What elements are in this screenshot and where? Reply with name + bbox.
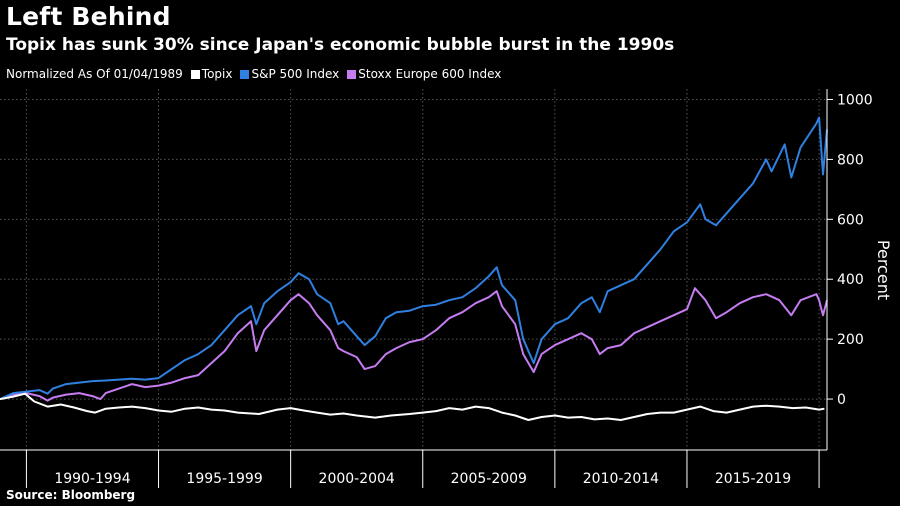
normalization-note: Normalized As Of 01/04/1989	[6, 67, 183, 81]
y-tick-label-0: 0	[837, 392, 846, 408]
series-line-s-p-500-index	[0, 116, 828, 401]
x-tick-label-2000-2004: 2000-2004	[319, 471, 395, 487]
y-tick-label-1000: 1000	[837, 92, 873, 108]
y-tick-label-800: 800	[837, 152, 864, 168]
x-tick-label-2005-2009: 2005-2009	[451, 471, 527, 487]
axis-layer: 0 200 400 600 800 1000 1990-1994 1995-1999 2000-…	[0, 89, 873, 488]
legend-label-stoxx: Stoxx Europe 600 Index	[358, 67, 502, 81]
chart-title: Left Behind	[6, 2, 171, 31]
legend-label-topix: Topix	[201, 67, 233, 81]
grid-layer	[0, 89, 827, 450]
series-line-stoxx-europe-600-index	[0, 287, 828, 402]
x-tick-label-1990-1994: 1990-1994	[54, 471, 130, 487]
x-tick-label-1995-1999: 1995-1999	[186, 471, 262, 487]
legend-label-sp500: S&P 500 Index	[251, 67, 340, 81]
y-tick-label-600: 600	[837, 212, 864, 228]
source-note: Source: Bloomberg	[6, 488, 136, 502]
series-layer	[0, 116, 828, 421]
legend-swatch-stoxx	[347, 69, 357, 79]
x-tick-label-2010-2014: 2010-2014	[583, 471, 659, 487]
y-axis-label: Percent	[874, 240, 893, 300]
legend-item-stoxx: Stoxx Europe 600 Index	[347, 67, 501, 81]
legend-item-topix: Topix	[190, 67, 233, 81]
legend-item-sp500: S&P 500 Index	[240, 67, 339, 81]
y-tick-label-200: 200	[837, 332, 864, 348]
legend-swatch-topix	[190, 69, 200, 79]
series-line-topix	[0, 392, 825, 421]
chart-subtitle: Topix has sunk 30% since Japan's economi…	[6, 35, 675, 55]
x-tick-label-2015-2019: 2015-2019	[715, 471, 791, 487]
legend: Normalized As Of 01/04/1989 Topix S&P 50…	[6, 67, 509, 81]
y-tick-label-400: 400	[837, 272, 864, 288]
legend-swatch-sp500	[240, 69, 250, 79]
